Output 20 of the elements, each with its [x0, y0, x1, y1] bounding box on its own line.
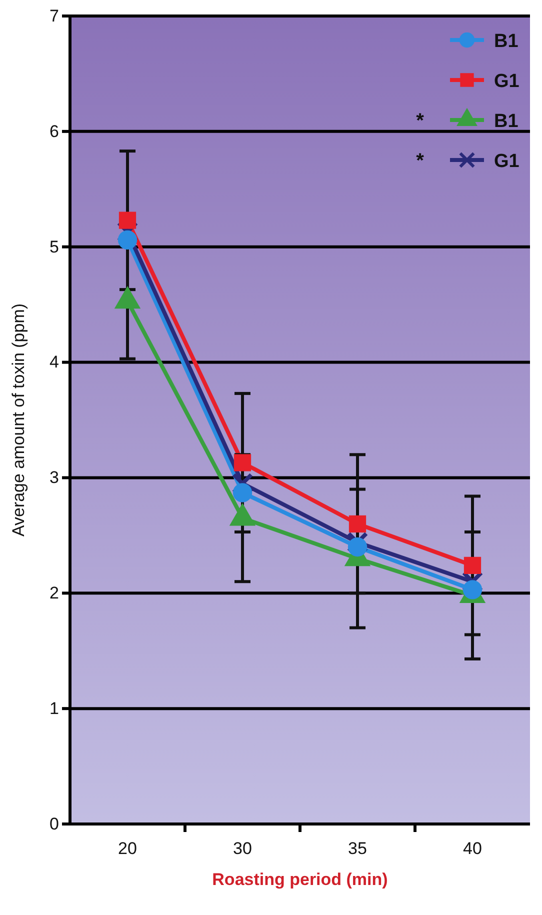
legend-label: G1 [494, 151, 520, 172]
y-tick-label: 3 [50, 468, 59, 488]
y-tick-label: 1 [50, 699, 59, 718]
legend-label: B1 [494, 31, 519, 52]
x-tick-label: 30 [233, 839, 252, 858]
x-tick-label: 35 [348, 839, 367, 858]
x-tick-label: 40 [463, 839, 482, 858]
legend-label: G1 [494, 71, 520, 92]
x-tick-label: 20 [118, 839, 137, 858]
y-tick-label: 2 [50, 584, 59, 603]
y-tick-label: 4 [50, 352, 59, 372]
annotation: * [416, 150, 424, 172]
legend-label: B1 [494, 111, 519, 132]
y-tick-label: 6 [50, 122, 59, 141]
y-tick-label: 7 [50, 6, 59, 26]
y-tick-label: 0 [50, 814, 59, 834]
x-axis-title: Roasting period (min) [212, 870, 388, 889]
y-axis-title: Average amount of toxin (ppm) [9, 303, 28, 537]
annotation: * [416, 110, 424, 132]
y-tick-label: 5 [50, 237, 59, 256]
